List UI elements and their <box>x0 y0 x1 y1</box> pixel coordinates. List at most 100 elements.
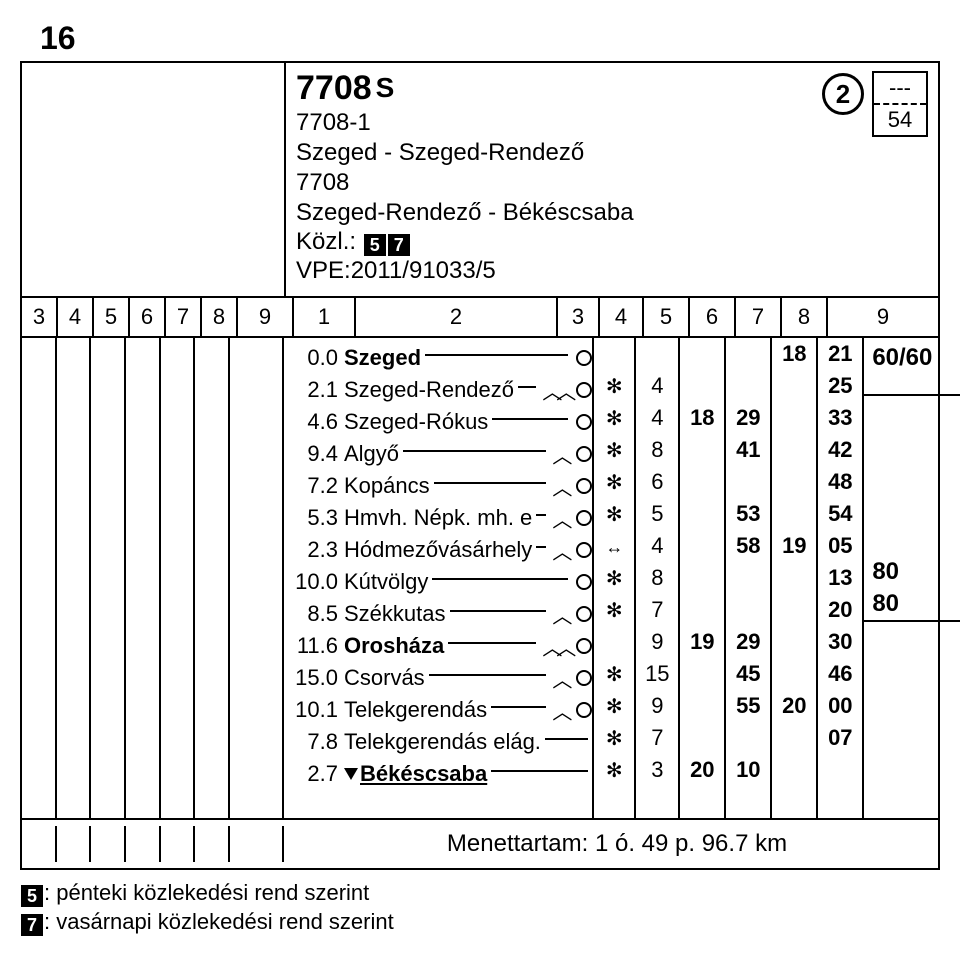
colhead-6: 6 <box>690 298 736 336</box>
station-name: Szeged <box>344 345 592 371</box>
time-cell <box>680 338 724 370</box>
legend-line: 7: vasárnapi közlekedési rend szerint <box>20 909 940 936</box>
station-name: Szeged-Rendező︿︿ <box>344 376 592 405</box>
time-cell <box>772 466 816 498</box>
station-name: Hmvh. Népk. mh. e︿ <box>344 504 592 533</box>
km-value: 4.6 <box>284 409 344 435</box>
km-value: 0.0 <box>284 345 344 371</box>
time-cell <box>680 466 724 498</box>
time-cell: 48 <box>818 466 862 498</box>
circle-icon <box>576 606 592 622</box>
station-row: 5.3Hmvh. Népk. mh. e︿ <box>284 502 592 534</box>
time-cell <box>680 434 724 466</box>
time-cell <box>726 594 770 626</box>
time-cell: 5 <box>636 498 678 530</box>
time-cell: 41 <box>726 434 770 466</box>
time-cell: 3 <box>636 754 678 786</box>
time-cell <box>772 754 816 786</box>
legend: 5: pénteki közlekedési rend szerint7: va… <box>20 880 940 936</box>
triangle-icon <box>344 768 358 780</box>
time-cell <box>680 722 724 754</box>
time-cell: ✻ <box>594 562 634 594</box>
spacer <box>864 460 960 492</box>
time-cell <box>726 370 770 402</box>
kozl-label: Közl.: <box>296 228 356 255</box>
legend-line: 5: pénteki közlekedési rend szerint <box>20 880 940 907</box>
time-cell: ✻ <box>594 434 634 466</box>
colhead-2: 2 <box>356 298 558 336</box>
chevron-icon: ︿ <box>552 440 572 469</box>
time-cell: 7 <box>636 594 678 626</box>
time-cell <box>772 370 816 402</box>
station-row: 2.3Hódmezővásárhely︿ <box>284 534 592 566</box>
time-cell: ✻ <box>594 402 634 434</box>
time-cell: 20 <box>818 594 862 626</box>
time-cell <box>772 434 816 466</box>
circle-icon <box>576 510 592 526</box>
time-cell <box>726 338 770 370</box>
circle-icon <box>576 542 592 558</box>
km-value: 8.5 <box>284 601 344 627</box>
time-cell <box>772 402 816 434</box>
time-cell: 9 <box>636 626 678 658</box>
time-cell: 45 <box>726 658 770 690</box>
km-value: 7.2 <box>284 473 344 499</box>
time-cell: 4 <box>636 402 678 434</box>
km-value: 2.3 <box>284 537 344 563</box>
time-cell: 8 <box>636 562 678 594</box>
time-cell <box>726 466 770 498</box>
colhead-3: 3 <box>558 298 600 336</box>
time-cell <box>680 658 724 690</box>
station-row: 2.1Szeged-Rendező︿︿ <box>284 374 592 406</box>
time-cell: 55 <box>726 690 770 722</box>
circle-icon <box>576 702 592 718</box>
time-cell: 19 <box>680 626 724 658</box>
time-cell <box>772 626 816 658</box>
station-name: Csorvás︿ <box>344 664 592 693</box>
station-name: Hódmezővásárhely︿ <box>344 536 592 565</box>
speed-label: 80 <box>862 556 960 588</box>
legend-box: 5 <box>21 885 43 907</box>
chevron-icon: ︿ <box>552 696 572 725</box>
station-list: 0.0Szeged2.1Szeged-Rendező︿︿4.6Szeged-Ró… <box>284 338 594 818</box>
km-value: 5.3 <box>284 505 344 531</box>
colhead-l9: 9 <box>238 298 294 336</box>
time-cell: 18 <box>772 338 816 370</box>
legend-box: 7 <box>21 914 43 936</box>
kozl-line: Közl.: 57 <box>296 228 928 256</box>
station-name: Telekgerendás︿ <box>344 696 592 725</box>
speed-label: 60/60 <box>862 342 960 396</box>
time-cell: 4 <box>636 370 678 402</box>
time-cell: 20 <box>772 690 816 722</box>
time-cell: 7 <box>636 722 678 754</box>
spacer <box>864 654 960 686</box>
train-number-value: 7708 <box>296 69 372 107</box>
station-name: Kopáncs︿ <box>344 472 592 501</box>
header-route1: Szeged - Szeged-Rendező <box>296 138 928 168</box>
circle-icon <box>576 382 592 398</box>
time-cell <box>818 754 862 786</box>
double-chevron-icon: ︿︿ <box>542 632 570 661</box>
time-cell <box>636 338 678 370</box>
data-col-6: 2941535829455510 <box>726 338 772 818</box>
time-cell: ✻ <box>594 498 634 530</box>
station-row: 8.5Székkutas︿ <box>284 598 592 630</box>
km-value: 11.6 <box>284 633 344 659</box>
time-cell <box>726 562 770 594</box>
station-row: 10.1Telekgerendás︿ <box>284 694 592 726</box>
colhead-4: 4 <box>600 298 644 336</box>
data-col-3: ✻✻✻✻✻↔✻✻✻✻✻✻ <box>594 338 636 818</box>
spacer <box>864 396 960 428</box>
time-cell: 15 <box>636 658 678 690</box>
double-chevron-icon: ︿︿ <box>542 376 570 405</box>
colhead-9: 9 <box>828 298 938 336</box>
time-cell: 25 <box>818 370 862 402</box>
colhead-l5: 5 <box>94 298 130 336</box>
speed-label: 80 <box>862 588 960 622</box>
chevron-icon: ︿ <box>552 664 572 693</box>
circle-icon <box>576 574 592 590</box>
time-cell: 19 <box>772 530 816 562</box>
time-cell <box>726 722 770 754</box>
spacer <box>864 428 960 460</box>
right-box-top: --- <box>874 73 926 105</box>
